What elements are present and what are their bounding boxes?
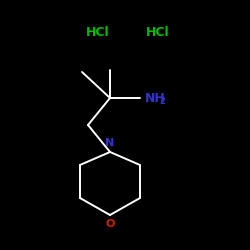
Text: NH: NH [145,92,166,104]
Text: HCl: HCl [146,26,170,38]
Text: N: N [106,138,114,148]
Text: 2: 2 [159,96,165,106]
Text: HCl: HCl [86,26,110,38]
Text: O: O [105,219,115,229]
